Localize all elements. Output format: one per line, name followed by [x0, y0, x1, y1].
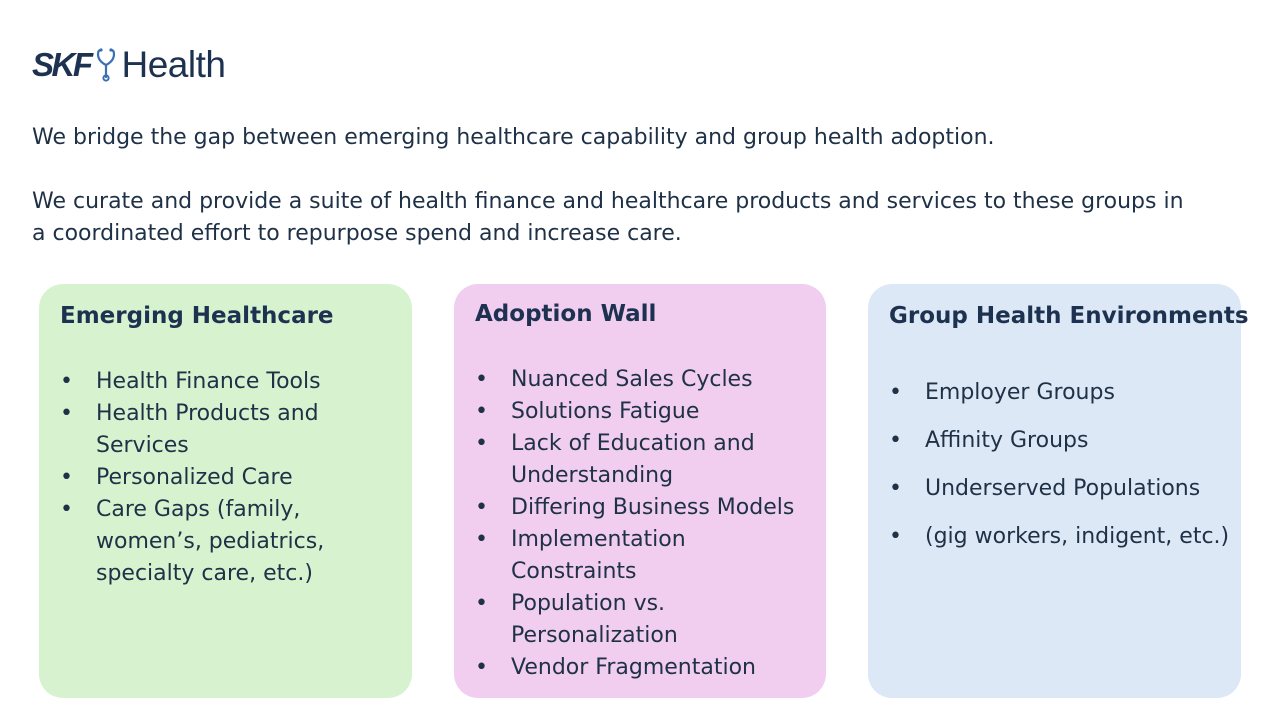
intro-description: We curate and provide a suite of health … — [32, 189, 1184, 246]
bullet-list: Nuanced Sales Cycles Solutions Fatigue L… — [475, 364, 818, 684]
list-item-text: Affinity Groups — [925, 428, 1089, 453]
intro-statement: We bridge the gap between emerging healt… — [32, 125, 995, 150]
stethoscope-icon — [96, 48, 115, 82]
card-title: Adoption Wall — [475, 301, 657, 327]
bullet-list: Health Finance Tools Health Products and… — [60, 366, 404, 590]
list-item: Population vs. Personalization — [475, 588, 818, 652]
emerging-healthcare-card: Emerging Healthcare Health Finance Tools… — [39, 284, 412, 698]
list-item: Lack of Education and Understanding — [475, 428, 818, 492]
logo-brand-text: SKF — [32, 45, 93, 83]
list-item: Health Products and Services — [60, 398, 404, 462]
list-item: Health Finance Tools — [60, 366, 404, 398]
list-item: (gig workers, indigent, etc.) — [889, 521, 1233, 553]
list-item: Affinity Groups — [889, 425, 1233, 457]
list-item-text: (gig workers, indigent, etc.) — [925, 524, 1230, 549]
list-item: Employer Groups — [889, 377, 1233, 409]
list-item-text: Employer Groups — [925, 380, 1115, 405]
card-title: Group Health Environments — [889, 303, 1249, 329]
bullet-list: Employer Groups Affinity Groups Underser… — [889, 377, 1233, 569]
list-item: Care Gaps (family, women’s, pediatrics, … — [60, 494, 404, 590]
list-item: Vendor Fragmentation — [475, 652, 818, 684]
logo-product-text: Health — [121, 43, 226, 85]
adoption-wall-card: Adoption Wall Nuanced Sales Cycles Solut… — [454, 284, 826, 698]
list-item-text: Underserved Populations — [925, 476, 1201, 501]
list-item: Differing Business Models — [475, 492, 818, 524]
list-item: Implementation Constraints — [475, 524, 818, 588]
list-item: Personalized Care — [60, 462, 404, 494]
card-title: Emerging Healthcare — [60, 303, 334, 329]
list-item: Solutions Fatigue — [475, 396, 818, 428]
list-item: Nuanced Sales Cycles — [475, 364, 818, 396]
group-health-environments-card: Group Health Environments Employer Group… — [868, 284, 1249, 698]
list-item: Underserved Populations — [889, 473, 1233, 505]
skf-health-logo: SKF Health — [32, 42, 226, 86]
